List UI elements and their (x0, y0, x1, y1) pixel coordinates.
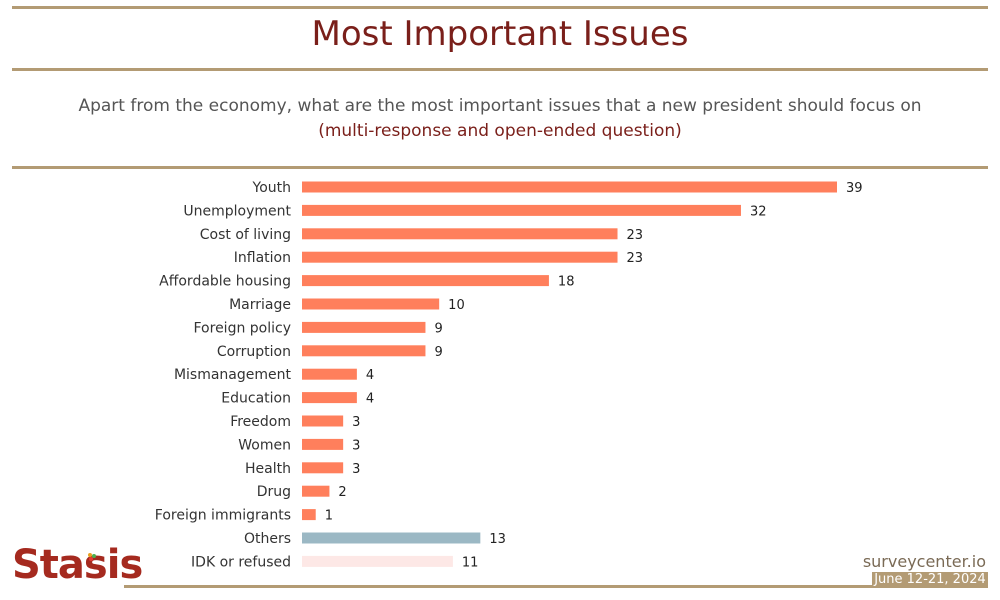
bar (302, 345, 426, 357)
category-label: Marriage (229, 297, 291, 313)
stasis-logo: Stasis (12, 542, 143, 588)
bar (302, 204, 741, 216)
title-rule (12, 68, 988, 71)
category-label: Women (238, 437, 291, 453)
chart-title: Most Important Issues (311, 14, 689, 54)
data-label: 3 (352, 462, 360, 477)
bar (302, 485, 330, 497)
category-label: Freedom (230, 414, 291, 430)
category-label: IDK or refused (191, 554, 291, 570)
data-label: 39 (846, 181, 863, 196)
bar (302, 321, 426, 333)
data-label: 9 (434, 321, 442, 336)
data-label: 10 (448, 298, 465, 313)
chart-subtitle-note: (multi-response and open-ended question) (318, 121, 682, 141)
data-label: 18 (558, 275, 575, 290)
bottom-rule (124, 585, 872, 588)
data-label: 3 (352, 415, 360, 430)
category-label: Affordable housing (159, 274, 291, 290)
category-label: Foreign immigrants (155, 508, 291, 524)
chart-subtitle: Apart from the economy, what are the mos… (78, 96, 922, 116)
site-link[interactable]: surveycenter.io (862, 552, 986, 571)
category-label: Inflation (234, 250, 291, 266)
bar (302, 392, 357, 404)
category-label: Mismanagement (174, 367, 292, 383)
category-label: Education (221, 391, 291, 407)
bar (302, 555, 453, 567)
data-label: 4 (366, 368, 374, 383)
category-label: Foreign policy (194, 320, 292, 336)
bar (302, 462, 344, 474)
bar (302, 438, 344, 450)
survey-date: June 12-21, 2024 (872, 572, 988, 588)
data-label: 23 (627, 228, 644, 243)
category-label: Unemployment (183, 203, 291, 219)
bar (302, 228, 618, 240)
data-label: 2 (338, 485, 346, 500)
category-label: Cost of living (200, 227, 291, 243)
bar (302, 415, 344, 427)
bar (302, 509, 316, 521)
category-label: Health (245, 461, 291, 477)
bar (302, 275, 549, 287)
data-label: 4 (366, 392, 374, 407)
data-label: 23 (627, 251, 644, 266)
bar (302, 251, 618, 263)
category-label: Youth (252, 180, 292, 196)
bar (302, 298, 440, 310)
bar (302, 181, 837, 193)
subtitle-rule (12, 166, 988, 169)
category-label: Corruption (217, 344, 291, 360)
data-label: 9 (434, 345, 442, 360)
category-label: Others (244, 531, 291, 547)
top-rule (12, 6, 988, 9)
bar (302, 532, 481, 544)
logo-dot-icon (88, 553, 96, 561)
data-label: 32 (750, 204, 767, 219)
data-label: 3 (352, 438, 360, 453)
data-label: 13 (489, 532, 506, 547)
category-label: Drug (257, 484, 291, 500)
bar (302, 368, 357, 380)
data-label: 1 (325, 509, 333, 524)
data-label: 11 (462, 555, 479, 570)
